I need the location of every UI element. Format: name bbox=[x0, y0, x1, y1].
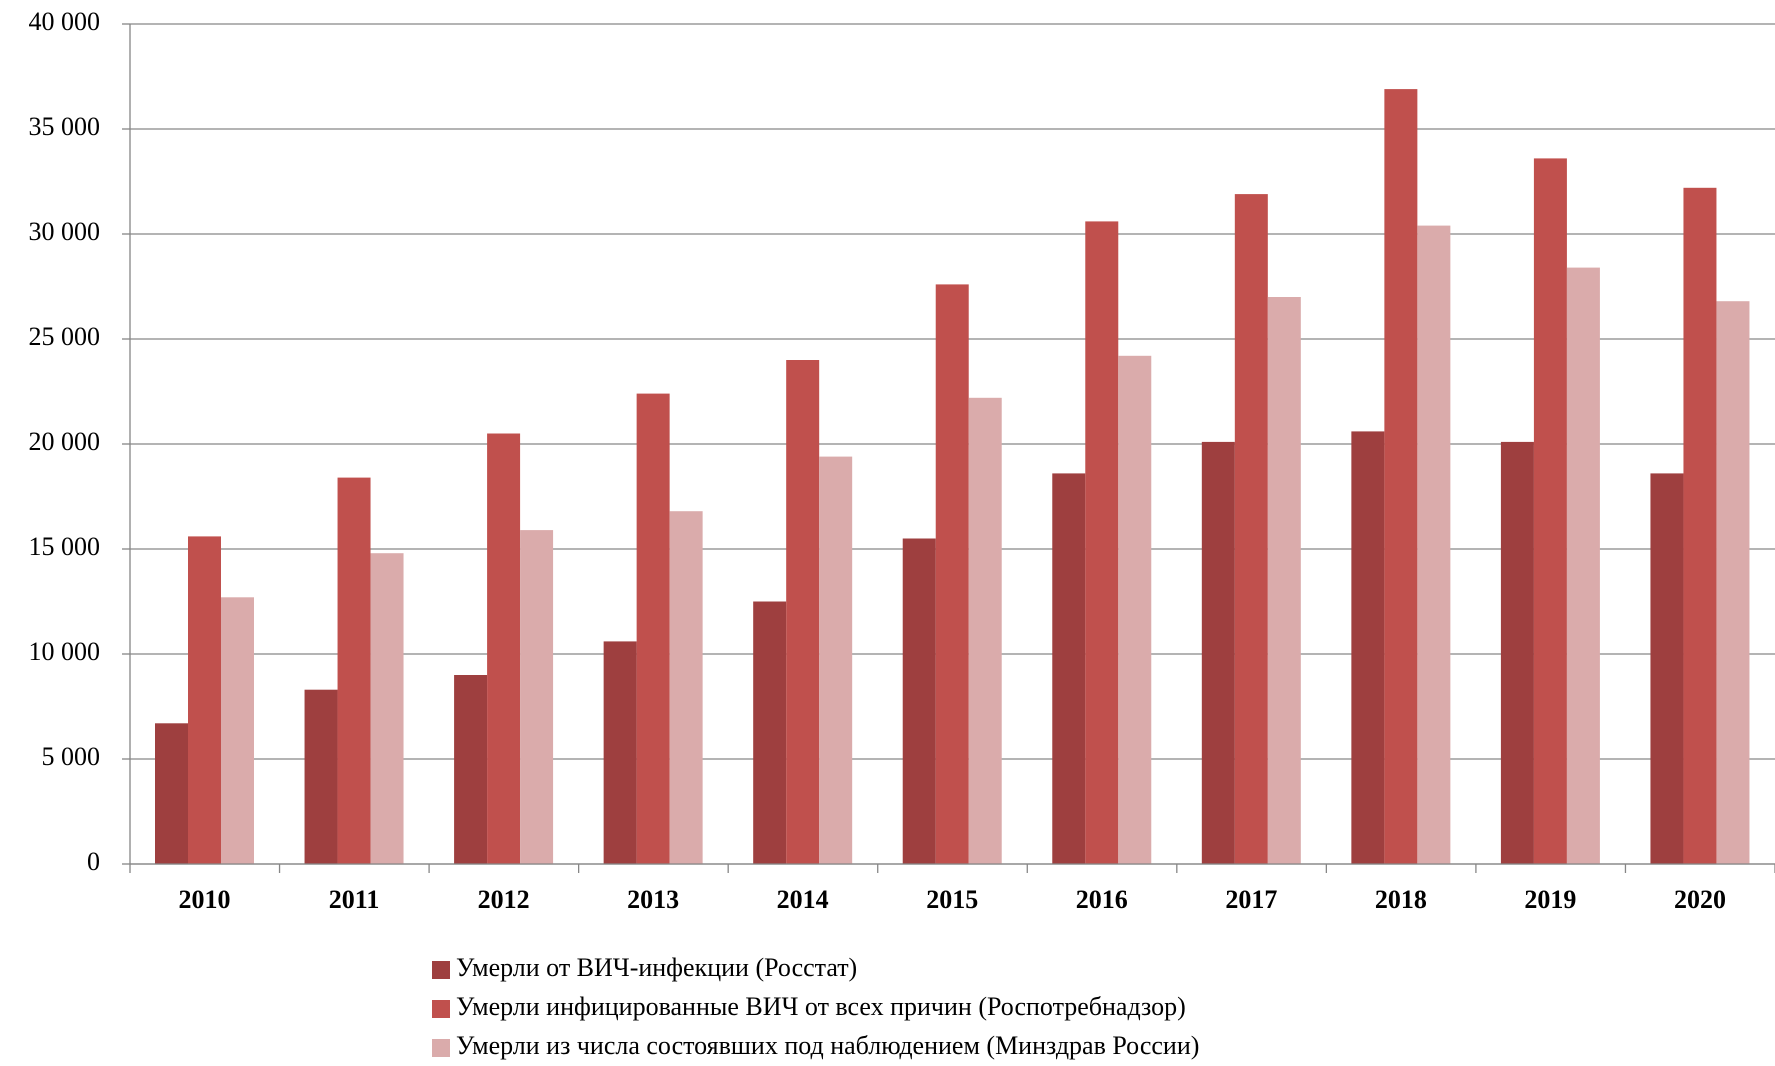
bar bbox=[370, 553, 404, 864]
y-tick-label: 15 000 bbox=[29, 532, 101, 561]
x-tick-label: 2017 bbox=[1225, 885, 1277, 914]
bar bbox=[786, 360, 820, 864]
x-tick-label: 2018 bbox=[1375, 885, 1427, 914]
bar bbox=[221, 597, 254, 864]
bar bbox=[636, 393, 670, 864]
bar bbox=[968, 397, 1002, 864]
bar bbox=[304, 689, 338, 864]
y-tick-label: 20 000 bbox=[29, 427, 101, 456]
x-tick-label: 2015 bbox=[926, 885, 978, 914]
x-tick-label: 2012 bbox=[478, 885, 530, 914]
y-tick-label: 40 000 bbox=[29, 7, 101, 36]
bar bbox=[520, 530, 554, 864]
bar bbox=[1085, 221, 1119, 864]
bar bbox=[1683, 187, 1717, 865]
bar bbox=[1234, 194, 1268, 865]
x-tick-label: 2010 bbox=[179, 885, 231, 914]
bar bbox=[188, 536, 221, 864]
legend-swatch bbox=[432, 1039, 450, 1057]
bar bbox=[935, 284, 969, 864]
bar bbox=[1650, 473, 1684, 864]
x-tick-label: 2016 bbox=[1076, 885, 1128, 914]
bar bbox=[1351, 431, 1385, 864]
legend-swatch bbox=[432, 1000, 450, 1018]
y-tick-label: 5 000 bbox=[42, 742, 101, 771]
bar bbox=[902, 538, 936, 864]
bar bbox=[753, 601, 787, 864]
bar bbox=[1267, 297, 1301, 864]
legend-label: Умерли от ВИЧ-инфекции (Росстат) bbox=[456, 953, 857, 982]
y-tick-label: 25 000 bbox=[29, 322, 101, 351]
legend-label: Умерли из числа состоявших под наблюдени… bbox=[456, 1031, 1199, 1060]
y-tick-label: 10 000 bbox=[29, 637, 101, 666]
bar bbox=[819, 456, 853, 864]
bar bbox=[454, 675, 488, 864]
x-tick-label: 2013 bbox=[627, 885, 679, 914]
legend-label: Умерли инфицированные ВИЧ от всех причин… bbox=[456, 992, 1186, 1021]
bar bbox=[487, 433, 521, 864]
x-tick-label: 2014 bbox=[777, 885, 829, 914]
bar bbox=[1500, 441, 1534, 864]
x-tick-label: 2011 bbox=[329, 885, 380, 914]
y-tick-label: 30 000 bbox=[29, 217, 101, 246]
y-tick-label: 35 000 bbox=[29, 112, 101, 141]
x-tick-label: 2019 bbox=[1524, 885, 1576, 914]
x-tick-label: 2020 bbox=[1674, 885, 1726, 914]
bar bbox=[1201, 441, 1235, 864]
bar bbox=[1716, 301, 1750, 864]
bar bbox=[337, 477, 371, 864]
bar bbox=[155, 723, 188, 864]
bar bbox=[1384, 89, 1418, 865]
bar bbox=[669, 511, 703, 864]
bar bbox=[1052, 473, 1086, 864]
bar bbox=[1118, 355, 1152, 864]
bar bbox=[1417, 225, 1451, 865]
bar bbox=[1566, 267, 1600, 865]
y-tick-label: 0 bbox=[87, 847, 100, 876]
legend-swatch bbox=[432, 961, 450, 979]
bar bbox=[1533, 158, 1567, 864]
bar bbox=[603, 641, 637, 864]
